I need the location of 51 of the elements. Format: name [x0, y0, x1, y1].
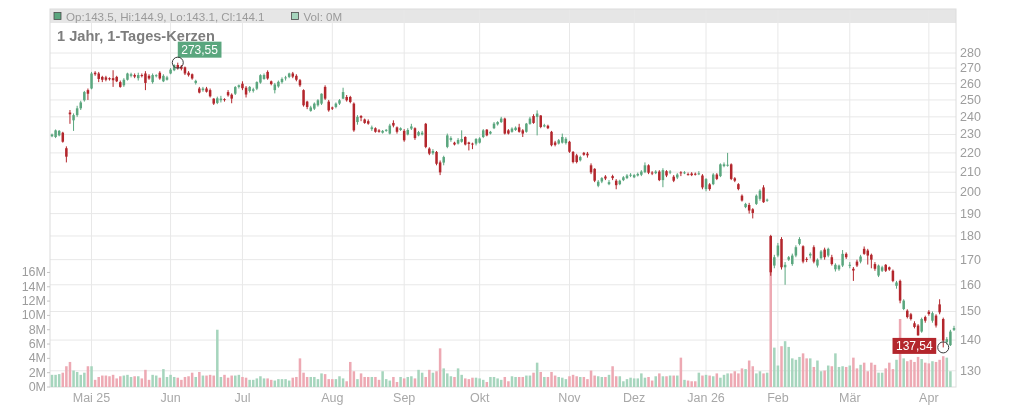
text: 137,54 — [896, 339, 933, 354]
y2-tick-label: 0M — [28, 380, 46, 394]
y-tick-label: 170 — [960, 252, 981, 267]
y2-tick-label: 12M — [21, 294, 46, 309]
candlestick — [726, 152, 729, 168]
candlestick — [108, 76, 111, 82]
y-tick-label: 210 — [960, 165, 981, 180]
x-tick-label: Aug — [321, 390, 344, 405]
x-tick-label: Mai 25 — [72, 390, 111, 405]
x-tick-label: Jan 26 — [687, 390, 725, 405]
candlestick — [424, 122, 427, 149]
text: 273,55 — [181, 43, 218, 58]
x-tick-label: Jul — [234, 390, 251, 405]
y-tick-label: 150 — [960, 304, 981, 319]
y-tick-label: 220 — [960, 145, 981, 160]
y-tick-label: 200 — [960, 185, 981, 200]
x-tick-label: Nov — [558, 390, 582, 405]
y2-tick-label: 16M — [21, 265, 46, 280]
text: 1 Jahr, 1-Tages-Kerzen — [57, 28, 215, 44]
y2-tick-label: 8M — [28, 322, 46, 337]
x-tick-label: Sep — [393, 390, 416, 405]
candlestick — [223, 97, 226, 103]
candlestick — [237, 84, 241, 90]
y-tick-label: 250 — [960, 92, 981, 107]
x-tick-label: Okt — [469, 390, 490, 405]
y-tick-label: 270 — [960, 61, 981, 76]
candlestick — [144, 70, 147, 91]
y2-tick-label: 2M — [28, 365, 46, 380]
y-tick-label: 190 — [960, 206, 981, 221]
legend-label: Op:143.5, Hi:144.9, Lo:143.1, Cl:144.1 — [66, 10, 265, 23]
y-tick-label: 140 — [960, 333, 981, 348]
y2-tick-label: 4M — [28, 351, 46, 366]
y2-tick-label: 14M — [21, 279, 46, 294]
legend-label: Vol: 0M — [303, 10, 343, 23]
x-tick-label: Apr — [919, 390, 939, 405]
candlestick — [377, 128, 381, 134]
x-tick-label: Mär — [839, 390, 861, 405]
y2-tick-label: 6M — [28, 337, 46, 352]
candlestick — [952, 325, 956, 332]
y-tick-label: 260 — [960, 76, 981, 91]
y-tick-label: 160 — [960, 277, 981, 292]
x-tick-label: Jun — [160, 390, 181, 405]
y-tick-label: 280 — [960, 46, 981, 61]
candlestick — [359, 114, 363, 122]
y-tick-label: 230 — [960, 127, 981, 142]
y2-tick-label: 10M — [21, 308, 46, 323]
x-tick-label: Dez — [623, 390, 646, 405]
y-tick-label: 240 — [960, 109, 981, 124]
y-tick-label: 130 — [960, 363, 981, 378]
x-tick-label: Feb — [767, 390, 789, 405]
y-tick-label: 180 — [960, 228, 981, 243]
